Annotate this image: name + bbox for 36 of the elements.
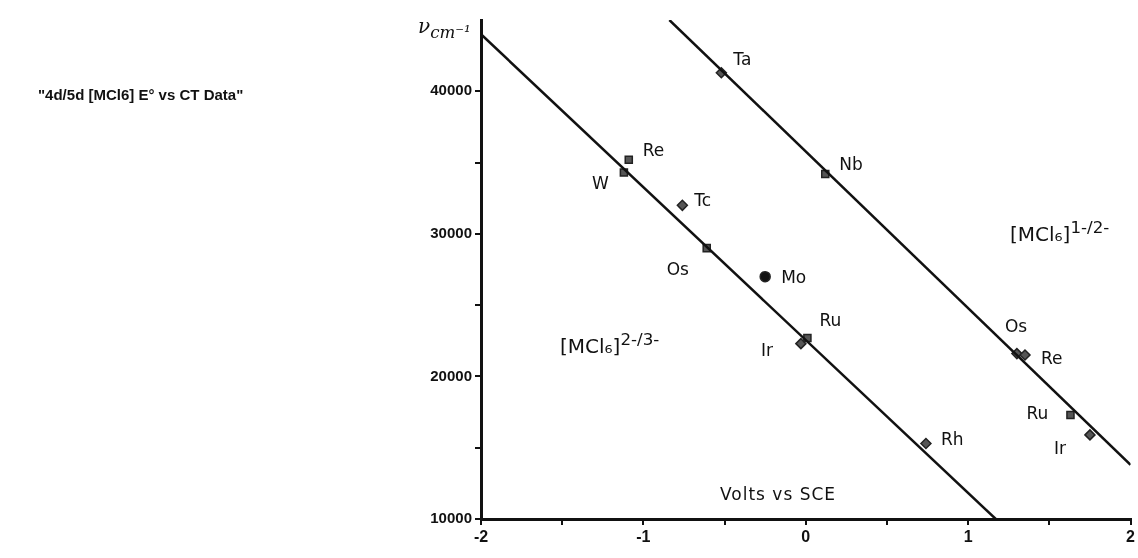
- x-axis-title: Volts vs SCE: [720, 484, 837, 504]
- annotation: Mo: [781, 267, 807, 288]
- y-tick-label: 10000: [430, 509, 472, 527]
- x-tick-label: -1: [636, 528, 651, 546]
- text: "4d/5d [MCl6] E° vs CT Data": [38, 86, 244, 103]
- annotation: Ru: [819, 310, 842, 331]
- point: [1019, 349, 1031, 361]
- point: [1084, 429, 1096, 441]
- point: [624, 155, 634, 165]
- x-tick-label: 0: [801, 528, 811, 546]
- annotation: Ta: [732, 49, 752, 70]
- annotation: W: [591, 172, 609, 193]
- point: [676, 199, 689, 212]
- annotation: Rh: [940, 428, 964, 449]
- y-axis-title: ν$_{cm⁻¹}$: [418, 14, 471, 42]
- point: [1066, 410, 1075, 420]
- x-tick-label: -2: [473, 528, 489, 546]
- point: [795, 337, 807, 350]
- point: [920, 437, 932, 450]
- x-tick-label: 2: [1126, 528, 1136, 546]
- y-tick-label: 20000: [430, 366, 472, 384]
- annotation: Nb: [839, 154, 863, 175]
- annotation: Os: [666, 258, 690, 279]
- annotation: [MCl₆]$^{2-/3-}$: [560, 330, 660, 358]
- y-tick-label: 30000: [430, 224, 472, 241]
- annotation: [MCl₆]$^{1-/2-}$: [1010, 218, 1110, 246]
- annotation: Ir: [1053, 438, 1066, 459]
- annotation: Ru: [1026, 403, 1049, 424]
- x-tick-label: 1: [963, 528, 973, 546]
- annotation: Re: [642, 140, 665, 161]
- annotation: Re: [1041, 348, 1063, 369]
- point: [759, 270, 771, 283]
- y-tick-label: 40000: [430, 81, 472, 99]
- annotation: Os: [1004, 316, 1028, 337]
- annotation: Ir: [760, 340, 773, 361]
- annotation: Tc: [693, 189, 712, 210]
